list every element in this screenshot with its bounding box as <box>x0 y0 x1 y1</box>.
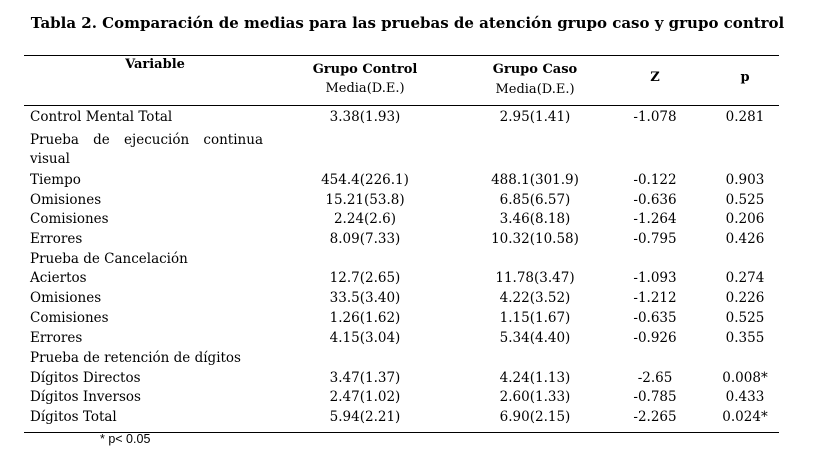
cell-control: 3.47(1.37) <box>329 370 401 386</box>
cell-p: 0.281 <box>725 109 765 125</box>
table-row: Dígitos Inversos 2.47(1.02) 2.60(1.33) -… <box>0 387 815 407</box>
cell-variable: Errores <box>30 330 83 346</box>
cell-variable: Comisiones <box>30 211 109 227</box>
cell-variable: Dígitos Directos <box>30 370 141 386</box>
cell-p: 0.274 <box>725 270 765 286</box>
table-row: Dígitos Total 5.94(2.21) 6.90(2.15) -2.2… <box>0 407 815 427</box>
cell-p: 0.024* <box>722 409 768 425</box>
cell-caso: 2.60(1.33) <box>499 389 571 405</box>
cell-z: -1.212 <box>633 290 677 306</box>
footnote: * p< 0.05 <box>100 432 151 446</box>
cell-caso: 1.15(1.67) <box>499 310 571 326</box>
cell-p: 0.525 <box>725 192 765 208</box>
table-row: Aciertos 12.7(2.65) 11.78(3.47) -1.093 0… <box>0 268 815 288</box>
table-row: Errores 8.09(7.33) 10.32(10.58) -0.795 0… <box>0 229 815 249</box>
table-row: Comisiones 2.24(2.6) 3.46(8.18) -1.264 0… <box>0 209 815 229</box>
cell-variable: Omisiones <box>30 192 102 208</box>
cell-p: 0.355 <box>725 330 765 346</box>
cell-variable: Control Mental Total <box>30 109 173 125</box>
cell-z: -0.795 <box>633 231 677 247</box>
section-heading: Prueba de ejecución continua visual <box>30 132 263 167</box>
header-control: Grupo Control <box>312 62 418 77</box>
cell-caso: 4.24(1.13) <box>499 370 571 386</box>
cell-z: -2.65 <box>637 370 673 386</box>
cell-z: -0.635 <box>633 310 677 326</box>
cell-control: 2.47(1.02) <box>329 389 401 405</box>
top-rule <box>24 55 779 56</box>
cell-variable: Tiempo <box>30 172 81 188</box>
cell-z: -0.785 <box>633 389 677 405</box>
table-row: Dígitos Directos 3.47(1.37) 4.24(1.13) -… <box>0 368 815 388</box>
cell-caso: 3.46(8.18) <box>499 211 571 227</box>
cell-caso: 4.22(3.52) <box>499 290 571 306</box>
section-heading-row: Prueba de retención de dígitos <box>0 348 815 368</box>
cell-control: 8.09(7.33) <box>329 231 401 247</box>
cell-variable: Omisiones <box>30 290 102 306</box>
header-rule <box>24 105 779 106</box>
table-row: Control Mental Total 3.38(1.93) 2.95(1.4… <box>0 107 815 127</box>
cell-z: -1.093 <box>633 270 677 286</box>
cell-caso: 488.1(301.9) <box>491 172 579 188</box>
section-heading-row: Prueba de Cancelación <box>0 249 815 269</box>
cell-z: -0.122 <box>633 172 677 188</box>
cell-p: 0.903 <box>725 172 765 188</box>
table-row: Tiempo 454.4(226.1) 488.1(301.9) -0.122 … <box>0 170 815 190</box>
cell-p: 0.525 <box>725 310 765 326</box>
header-control-sub: Media(D.E.) <box>325 81 405 96</box>
cell-control: 1.26(1.62) <box>329 310 401 326</box>
table-row: Comisiones 1.26(1.62) 1.15(1.67) -0.635 … <box>0 308 815 328</box>
table-row: Omisiones 33.5(3.40) 4.22(3.52) -1.212 0… <box>0 288 815 308</box>
cell-p: 0.226 <box>725 290 765 306</box>
cell-variable: Aciertos <box>30 270 87 286</box>
cell-caso: 6.90(2.15) <box>499 409 571 425</box>
cell-control: 454.4(226.1) <box>321 172 409 188</box>
header-p: p <box>740 70 750 85</box>
header-z: Z <box>650 70 660 85</box>
cell-control: 12.7(2.65) <box>329 270 401 286</box>
cell-control: 33.5(3.40) <box>329 290 401 306</box>
cell-caso: 5.34(4.40) <box>499 330 571 346</box>
cell-z: -0.636 <box>633 192 677 208</box>
header-caso: Grupo Caso <box>492 62 578 77</box>
cell-control: 4.15(3.04) <box>329 330 401 346</box>
table-title: Tabla 2. Comparación de medias para las … <box>30 14 785 32</box>
section-heading: Prueba de Cancelación <box>30 251 188 267</box>
cell-z: -1.078 <box>633 109 677 125</box>
header-variable: Variable <box>125 57 185 72</box>
header-caso-sub: Media(D.E.) <box>495 82 575 97</box>
cell-variable: Comisiones <box>30 310 109 326</box>
cell-z: -1.264 <box>633 211 677 227</box>
table-row: Errores 4.15(3.04) 5.34(4.40) -0.926 0.3… <box>0 328 815 348</box>
cell-p: 0.426 <box>725 231 765 247</box>
table-row: Omisiones 15.21(53.8) 6.85(6.57) -0.636 … <box>0 190 815 210</box>
cell-p: 0.433 <box>725 389 765 405</box>
cell-caso: 6.85(6.57) <box>499 192 571 208</box>
cell-p: 0.206 <box>725 211 765 227</box>
cell-control: 3.38(1.93) <box>329 109 401 125</box>
cell-caso: 11.78(3.47) <box>495 270 575 286</box>
cell-variable: Dígitos Inversos <box>30 389 141 405</box>
cell-z: -0.926 <box>633 330 677 346</box>
cell-control: 5.94(2.21) <box>329 409 401 425</box>
cell-p: 0.008* <box>722 370 768 386</box>
cell-variable: Errores <box>30 231 83 247</box>
bottom-rule <box>24 432 779 433</box>
cell-variable: Dígitos Total <box>30 409 117 425</box>
cell-control: 2.24(2.6) <box>333 211 397 227</box>
cell-z: -2.265 <box>633 409 677 425</box>
cell-caso: 10.32(10.58) <box>491 231 579 247</box>
section-heading: Prueba de retención de dígitos <box>30 350 241 366</box>
cell-control: 15.21(53.8) <box>325 192 405 208</box>
cell-caso: 2.95(1.41) <box>499 109 571 125</box>
